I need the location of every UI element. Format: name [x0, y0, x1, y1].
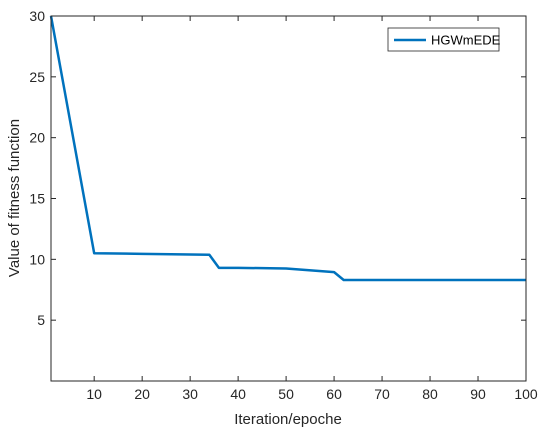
y-tick-label: 5 [37, 312, 45, 328]
x-tick-label: 100 [514, 386, 538, 402]
x-tick-label: 20 [134, 386, 150, 402]
y-tick-label: 20 [29, 130, 45, 146]
legend-label-hgwmede: HGWmEDE [431, 33, 501, 48]
x-tick-label: 40 [230, 386, 246, 402]
y-tick-label: 15 [29, 191, 45, 207]
y-tick-label: 30 [29, 8, 45, 24]
legend: HGWmEDE [387, 27, 501, 52]
plot-area [51, 16, 526, 381]
plot-marks [49, 15, 526, 282]
x-tick-label: 80 [422, 386, 438, 402]
x-axis-label: Iteration/epoche [234, 411, 342, 428]
x-tick-label: 60 [326, 386, 342, 402]
x-tick-label: 90 [470, 386, 486, 402]
y-axis-label: Value of fitness function [6, 119, 23, 277]
x-tick-label: 70 [374, 386, 390, 402]
series-line-hgwmede [49, 15, 526, 282]
plot-frame [50, 15, 527, 382]
x-tick-label: 50 [278, 386, 294, 402]
legend-box [387, 27, 500, 52]
y-tick-label: 25 [29, 69, 45, 85]
y-tick-label: 10 [29, 251, 45, 267]
x-tick-label: 30 [182, 386, 198, 402]
axis-ticks: 10 20 30 40 50 60 70 80 90 100 5 10 15 20 25 30 [29, 8, 537, 402]
x-tick-label: 10 [86, 386, 102, 402]
